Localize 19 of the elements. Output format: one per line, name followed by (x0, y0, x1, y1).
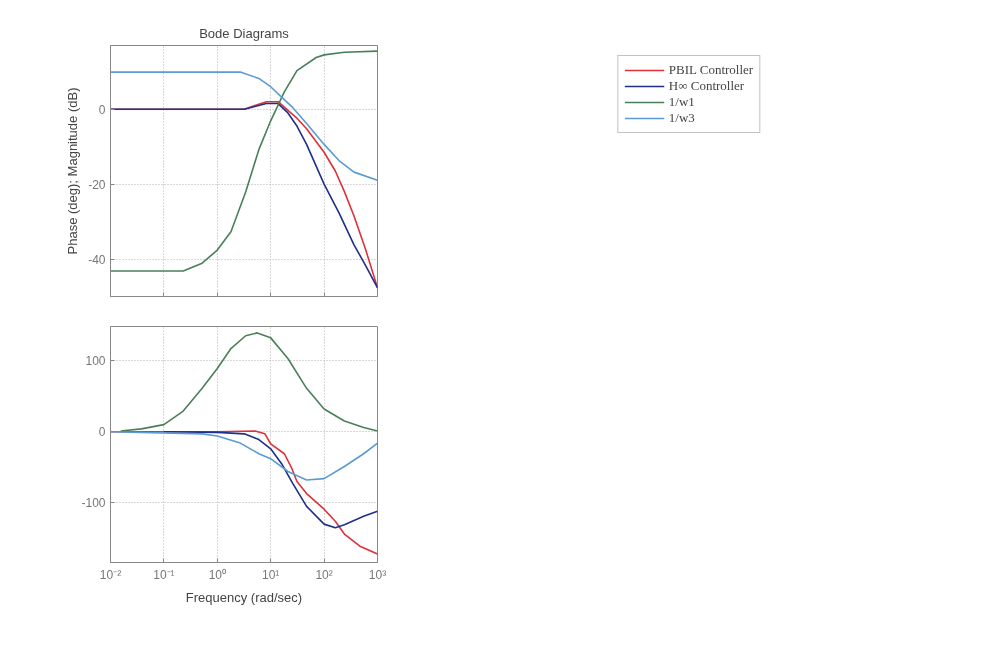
legend-label: PBIL Controller (668, 62, 754, 78)
x-tick-label: 10³ (368, 567, 387, 582)
legend-label: 1/w1 (668, 94, 695, 110)
x-axis-title: Frequency (rad/sec) (185, 589, 303, 605)
chart-title: Bode Diagrams (199, 25, 290, 41)
y-tick-label: -100 (81, 496, 106, 511)
x-tick-label: 10⁻¹ (153, 567, 175, 582)
x-tick-label: 10⁻² (99, 567, 122, 582)
legend-label: H∞ Controller (668, 78, 745, 94)
y-tick-label: -40 (88, 252, 106, 267)
x-tick-label: 10¹ (262, 567, 280, 582)
y-tick-label: 0 (98, 102, 106, 117)
y-tick-label: 100 (85, 354, 106, 369)
x-tick-label: 10² (315, 567, 333, 582)
y-tick-label: 0 (98, 425, 106, 440)
x-tick-label: 10⁰ (208, 567, 226, 582)
y-axis-title: Phase (deg); Magnitude (dB) (65, 87, 81, 255)
legend-label: 1/w3 (668, 110, 695, 126)
y-tick-label: -20 (88, 177, 106, 192)
